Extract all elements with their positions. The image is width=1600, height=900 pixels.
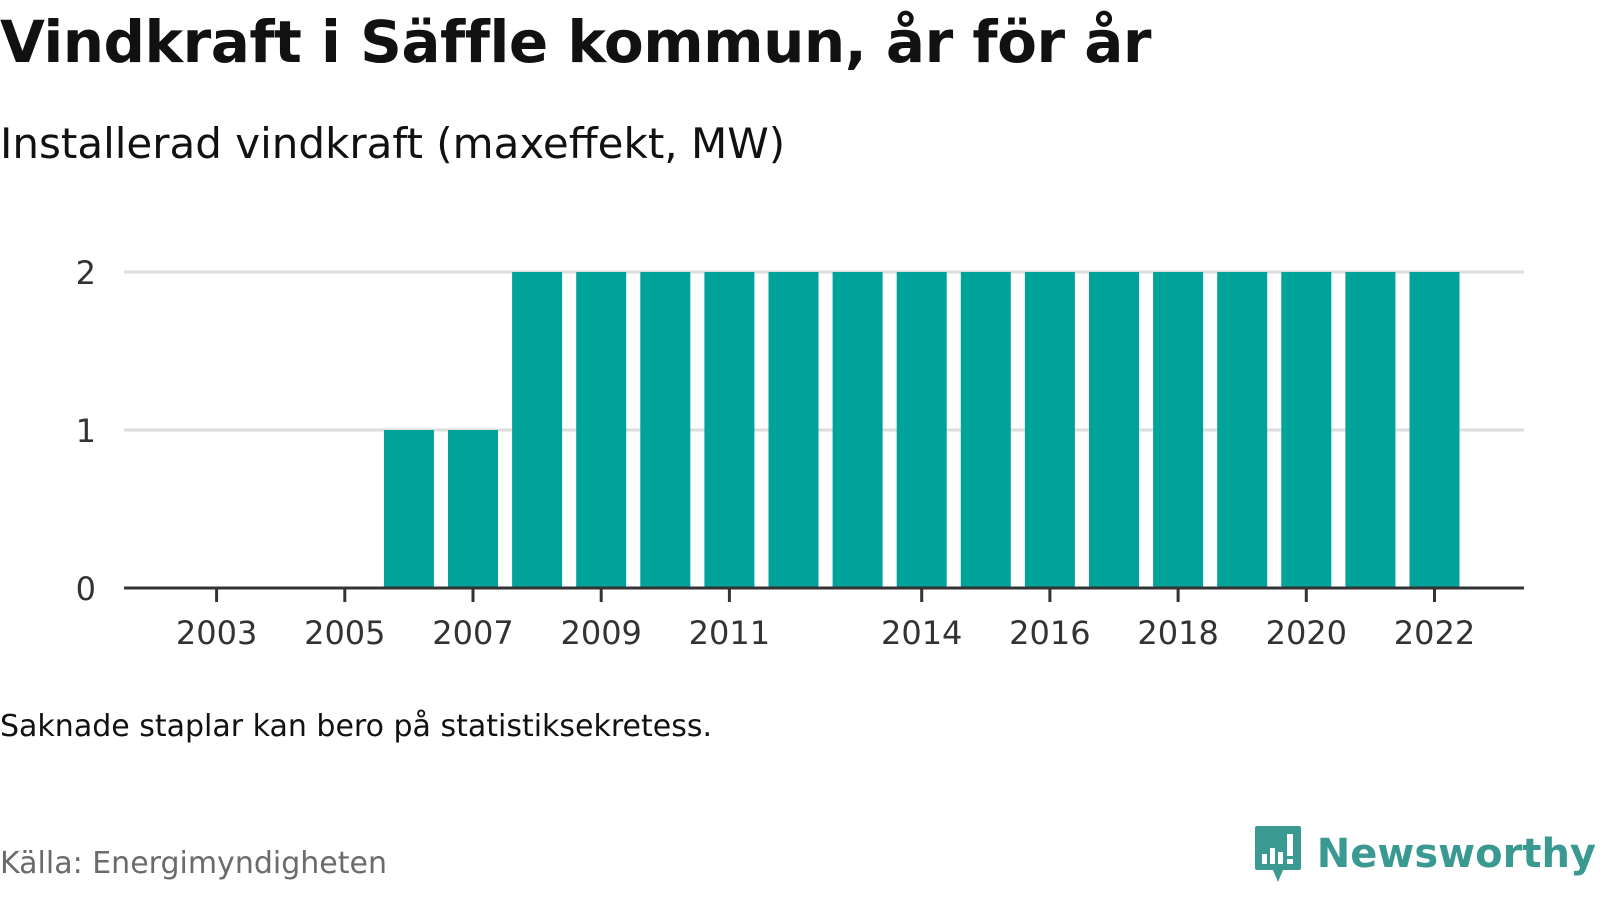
x-tick-label: 2018 (1137, 614, 1218, 652)
bar-2019 (1217, 272, 1268, 588)
bar-2006 (383, 430, 434, 588)
footnote: Saknade staplar kan bero på statistiksek… (0, 709, 713, 744)
bar-2011 (704, 272, 755, 588)
newsworthy-logo-icon (1254, 826, 1301, 882)
bar-2010 (640, 272, 691, 588)
y-tick-label: 0 (76, 570, 96, 608)
y-tick-label: 2 (76, 254, 96, 292)
x-tick-label: 2005 (304, 614, 385, 652)
bar-2009 (576, 272, 627, 588)
y-tick-labels: 0 1 2 (76, 254, 96, 608)
bar-2017 (1089, 272, 1139, 588)
bar-2021 (1345, 272, 1396, 588)
bar-2020 (1281, 272, 1332, 588)
x-tick-label: 2020 (1266, 614, 1347, 652)
bar-2022 (1409, 272, 1460, 588)
x-tick-label: 2009 (560, 614, 641, 652)
brand-logo: Newsworthy (1253, 822, 1596, 886)
chart-subtitle: Installerad vindkraft (maxeffekt, MW) (0, 119, 786, 168)
bar-2016 (1024, 272, 1075, 588)
y-tick-label: 1 (76, 412, 96, 450)
x-tick-labels: 2003 2005 2007 2009 2011 2014 2016 2018 2020 2022 (176, 614, 1475, 652)
x-tick-label: 2007 (432, 614, 513, 652)
x-tick-label: 2003 (176, 614, 257, 652)
x-tick-label: 2014 (881, 614, 962, 652)
chart-title: Vindkraft i Säffle kommun, år för år (0, 8, 1151, 76)
bar-2018 (1153, 272, 1204, 588)
x-tick-label: 2022 (1394, 614, 1475, 652)
x-tick-label: 2011 (689, 614, 770, 652)
bar-2008 (512, 272, 563, 588)
source-text: Källa: Energimyndigheten (0, 846, 387, 881)
bar-2007 (448, 430, 498, 588)
x-tick-label: 2016 (1009, 614, 1090, 652)
bars (383, 272, 1460, 588)
bar-2015 (960, 272, 1011, 588)
bar-chart: 0 1 2 2003 2005 2007 2009 2011 2014 2016 2018 2020… (76, 254, 1524, 652)
x-axis (124, 586, 1524, 602)
bar-2012 (768, 272, 819, 588)
brand-name: Newsworthy (1316, 831, 1596, 877)
bar-2013 (832, 272, 883, 588)
bar-2014 (896, 272, 947, 588)
